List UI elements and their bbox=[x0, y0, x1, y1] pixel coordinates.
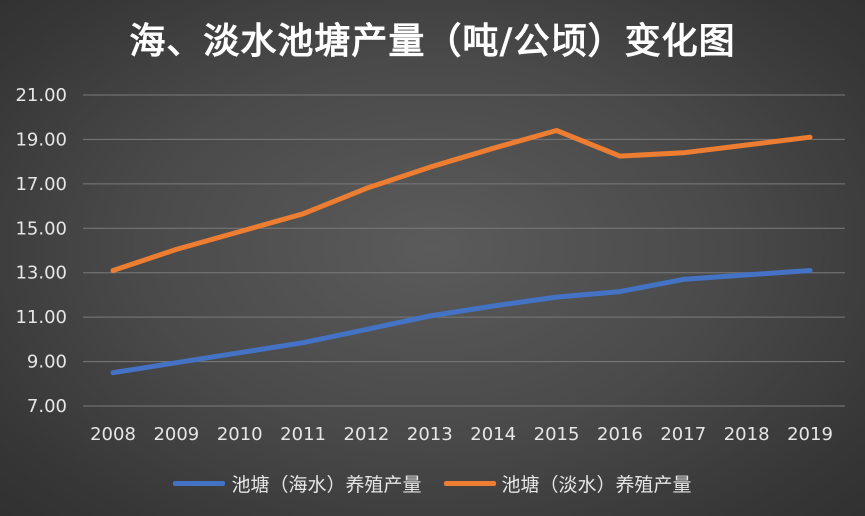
series-line-freshwater[interactable] bbox=[110, 128, 813, 273]
y-tick-label: 15.00 bbox=[15, 218, 67, 239]
x-tick-label: 2012 bbox=[344, 424, 390, 445]
y-axis-ticks: 7.00 9.00 11.00 13.00 15.00 17.00 19.00 21.00 bbox=[15, 85, 67, 417]
x-tick-label: 2010 bbox=[217, 424, 263, 445]
legend-swatch-seawater bbox=[173, 481, 226, 486]
legend: 池塘（海水）养殖产量 池塘（淡水）养殖产量 bbox=[0, 470, 865, 497]
x-tick-label: 2008 bbox=[90, 424, 136, 445]
y-tick-label: 13.00 bbox=[15, 263, 67, 284]
x-axis-ticks: 2008 2009 2010 2011 2012 2013 2014 2015 2016 2017… bbox=[90, 424, 833, 445]
legend-label-seawater: 池塘（海水）养殖产量 bbox=[231, 474, 422, 496]
chart-title: 海、淡水池塘产量（吨/公顷）变化图 bbox=[129, 21, 736, 62]
legend-swatch-freshwater bbox=[443, 481, 496, 486]
y-tick-label: 7.00 bbox=[27, 396, 67, 417]
y-tick-label: 9.00 bbox=[27, 352, 67, 373]
x-tick-label: 2019 bbox=[787, 424, 833, 445]
y-tick-label: 21.00 bbox=[15, 85, 67, 106]
x-tick-label: 2013 bbox=[407, 424, 453, 445]
y-tick-label: 11.00 bbox=[15, 307, 67, 328]
x-tick-label: 2011 bbox=[280, 424, 326, 445]
y-tick-label: 19.00 bbox=[15, 129, 67, 150]
series-line-seawater[interactable] bbox=[110, 268, 813, 376]
series-lines bbox=[110, 128, 813, 376]
x-tick-label: 2017 bbox=[660, 424, 706, 445]
x-tick-label: 2014 bbox=[470, 424, 516, 445]
legend-item-freshwater[interactable]: 池塘（淡水）养殖产量 bbox=[443, 470, 692, 497]
legend-label-freshwater: 池塘（淡水）养殖产量 bbox=[501, 474, 692, 496]
x-tick-label: 2018 bbox=[724, 424, 770, 445]
x-tick-label: 2009 bbox=[153, 424, 199, 445]
x-tick-label: 2015 bbox=[534, 424, 580, 445]
grid-lines bbox=[83, 94, 845, 407]
x-tick-label: 2016 bbox=[597, 424, 643, 445]
legend-item-seawater[interactable]: 池塘（海水）养殖产量 bbox=[173, 470, 422, 497]
y-tick-label: 17.00 bbox=[15, 174, 67, 195]
